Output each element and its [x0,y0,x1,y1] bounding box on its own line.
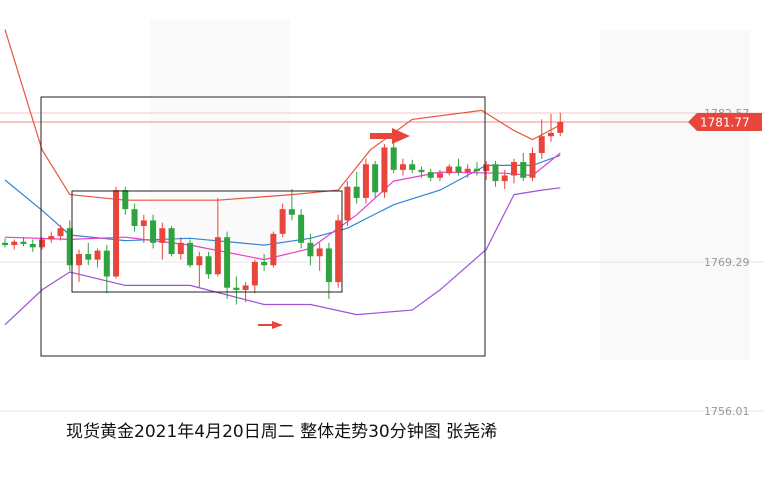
candle-body [224,237,231,288]
candle-body [159,228,166,243]
candle-body [39,239,46,248]
candle-body [483,164,490,171]
candle-body [344,186,351,221]
annotations [40,96,486,357]
candle-body [11,241,18,246]
watermark [150,20,750,360]
candle-body [390,147,397,170]
candle-body [473,168,480,171]
candle-body [205,256,212,275]
candle-body [446,166,453,174]
candle-body [103,250,110,277]
candle-body [140,220,147,226]
y-tick-label: 1769.29 [704,256,750,269]
candle-body [29,243,36,248]
candle-body [335,220,342,283]
outer-box [40,96,486,357]
candle-body [233,287,240,290]
indicator-line [4,29,561,201]
last-price-tag [688,112,762,131]
candle-body [122,190,129,210]
candle-body [372,164,379,193]
candle-body [418,169,425,173]
candle-body [381,147,388,193]
candle-body [94,250,101,260]
candle-body [85,254,92,260]
candle-body [307,242,314,257]
candle-body [187,242,194,266]
candle-body [196,256,203,266]
candle-body [1,242,8,246]
inner-box [71,190,343,293]
candle-body [399,164,406,170]
candle-body [279,209,286,234]
candle-body [76,254,83,266]
candle-body [150,220,157,243]
candle-body [455,166,462,173]
candle-body [492,164,499,182]
candle-body [251,261,258,286]
last-price-label: 1781.77 [700,115,750,129]
candle-body [113,190,120,277]
y-tick-label: 1756.01 [704,405,750,418]
candle-body [168,228,175,255]
up-arrow [370,128,410,144]
candle-body [436,173,443,178]
down-arrow [258,321,283,329]
candle-body [270,233,277,266]
candle-body [538,136,545,154]
candle-body [529,153,536,178]
candle-body [409,164,416,170]
chart-title: 现货黄金2021年4月20日周二 整体走势30分钟图 张尧浠 [66,422,497,442]
candle-body [214,237,221,275]
candle-body [131,209,138,226]
candle-body [298,214,305,243]
candle-body [20,241,27,244]
candle-body [353,186,360,198]
candle-body [261,261,268,266]
candle-body [316,248,323,257]
candle-body [464,168,471,173]
candle-body [288,209,295,215]
candle-body [177,242,184,255]
candle-body [427,172,434,178]
candle-body [501,175,508,182]
candle-body [242,285,249,290]
candle-body [48,236,55,240]
candle-body [548,132,555,137]
candle-body [520,162,527,178]
candle-body [557,121,564,133]
candle-body [57,228,64,237]
candle-body [66,228,73,266]
candle-body [510,162,517,176]
arrows [258,128,410,329]
candle-body [325,248,332,283]
candle-body [362,164,369,198]
